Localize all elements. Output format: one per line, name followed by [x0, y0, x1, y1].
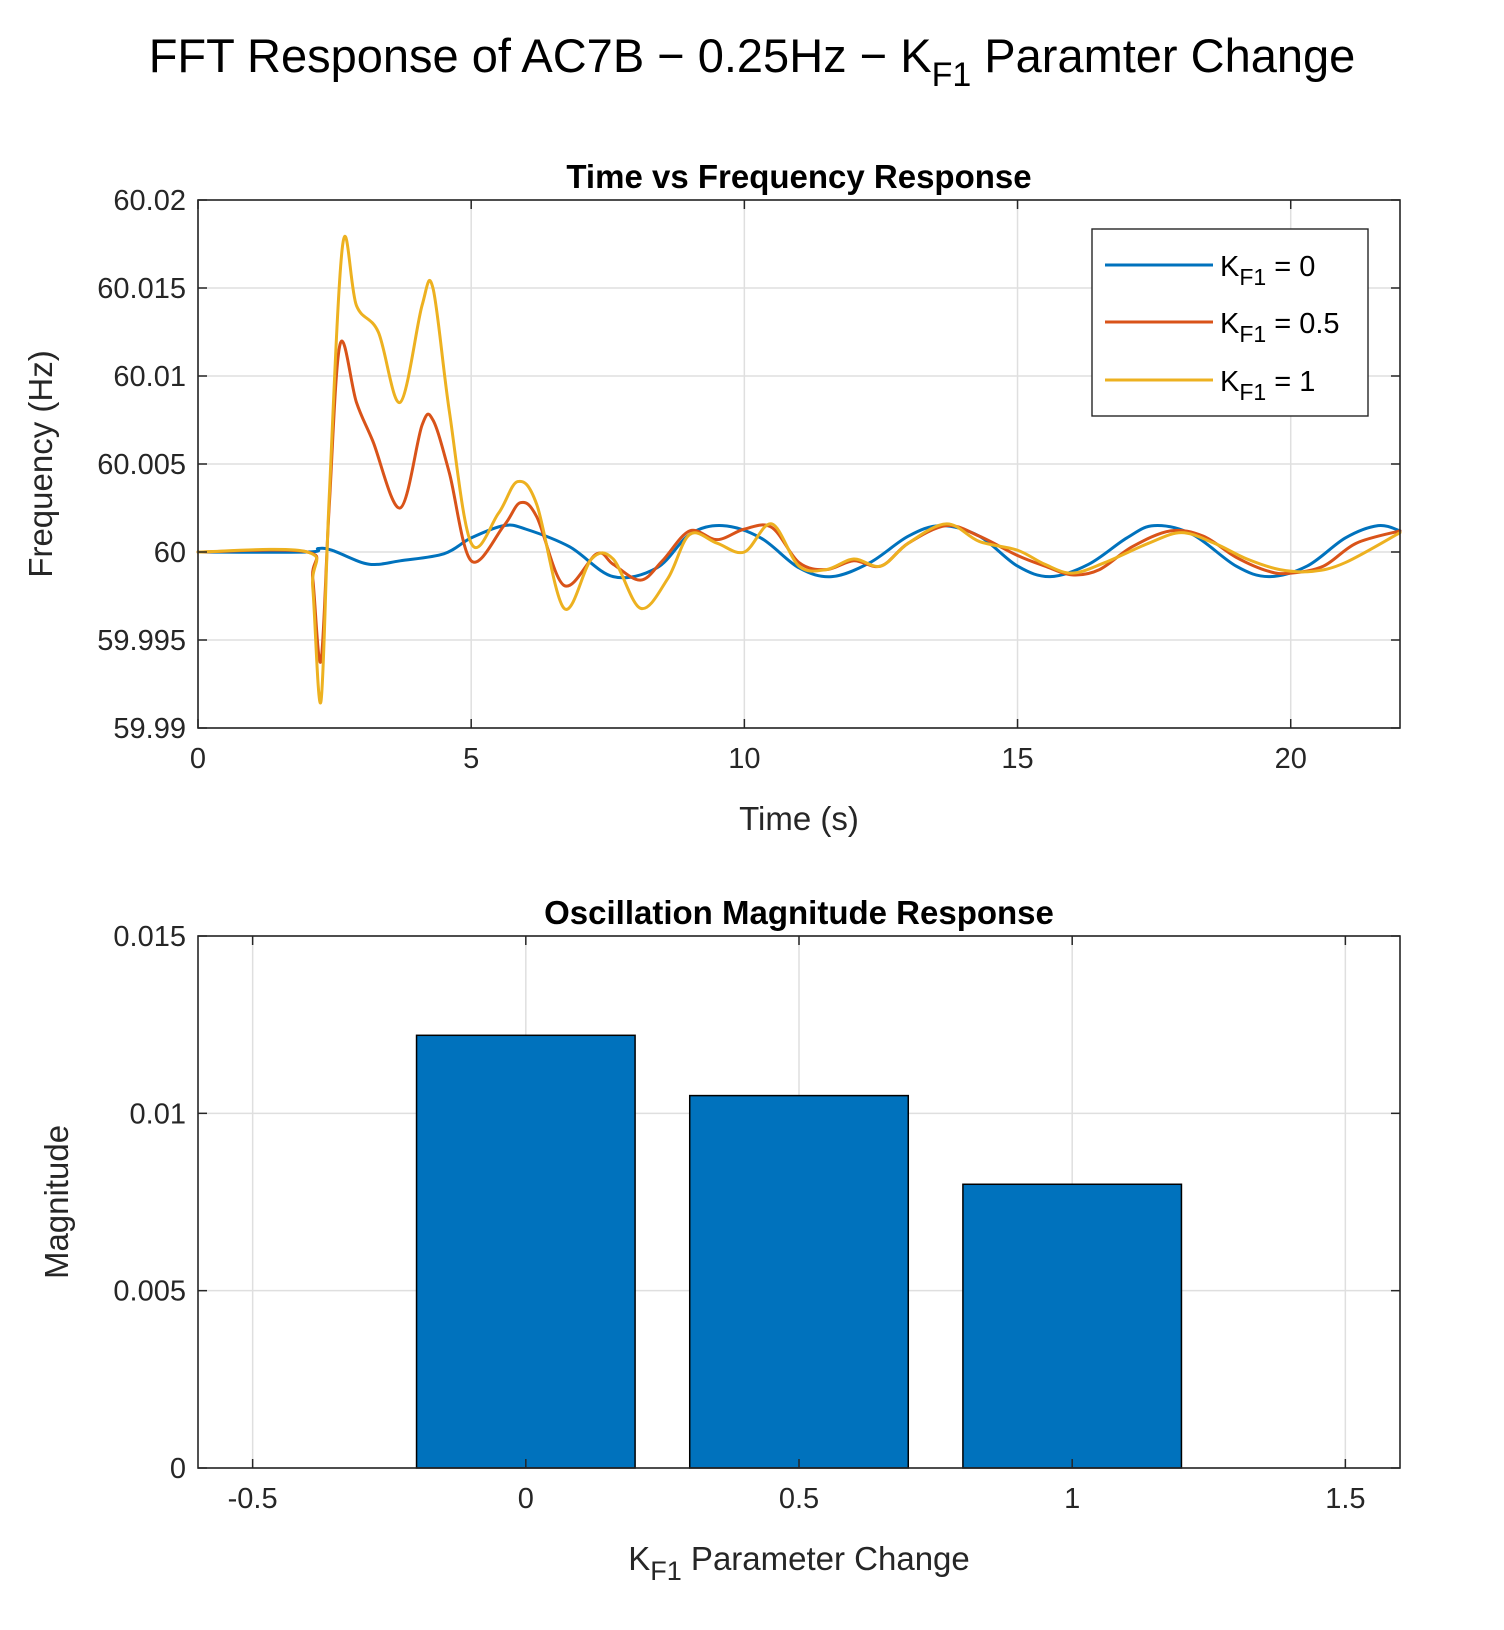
line-chart-x-label: Time (s) [739, 800, 859, 837]
line-chart-series [196, 234, 1402, 705]
x-tick-label: 20 [1275, 743, 1307, 775]
bar-chart-x-ticks: -0.5 0 0.5 1 1.5 [228, 936, 1366, 1515]
x-tick-label: 5 [463, 743, 479, 775]
line-chart-y-label: Frequency (Hz) [22, 350, 59, 577]
x-tick-label: 15 [1001, 743, 1033, 775]
legend-label: KF1 = 0 [1220, 251, 1315, 290]
x-tick-label: 1.5 [1325, 1483, 1365, 1515]
line-chart-title: Time vs Frequency Response [566, 158, 1031, 195]
x-tick-label: 1 [1064, 1483, 1080, 1515]
y-tick-label: 60 [154, 537, 186, 569]
line-chart-x-ticks: 0 5 10 15 20 [190, 200, 1307, 775]
y-tick-label: 59.995 [97, 625, 186, 657]
legend-item-kf1-1[interactable]: KF1 = 1 [1105, 366, 1315, 405]
y-tick-label: 59.99 [113, 713, 186, 745]
x-tick-label: 0 [190, 743, 206, 775]
magnitude-bar-chart: -0.5 0 0.5 1 1.5 0 0.005 0.01 0.015 Oscillation… [38, 894, 1401, 1586]
series-line-2 [196, 234, 1402, 705]
y-tick-label: 60.015 [97, 273, 186, 305]
bar-0 [415, 1034, 636, 1469]
y-tick-label: 0 [170, 1453, 186, 1485]
legend[interactable]: KF1 = 0 KF1 = 0.5 KF1 = 1 [1091, 228, 1369, 417]
y-tick-label: 0.015 [113, 921, 186, 953]
bar-chart-y-ticks: 0 0.005 0.01 0.015 [113, 921, 1400, 1485]
y-tick-label: 60.02 [113, 185, 186, 217]
y-tick-label: 0.01 [130, 1098, 186, 1130]
bar-chart-y-label: Magnitude [38, 1125, 75, 1279]
series-line-0 [196, 523, 1402, 580]
line-chart-y-ticks: 59.99 59.995 60 60.005 60.01 60.015 60.02 [97, 185, 1400, 745]
y-tick-label: 0.005 [113, 1276, 186, 1308]
x-tick-label: 0.5 [779, 1483, 819, 1515]
x-tick-label: -0.5 [228, 1483, 278, 1515]
time-frequency-chart: 0 5 10 15 20 59.99 59.995 60 60.005 60.01 60.015 6… [22, 158, 1402, 837]
legend-item-kf1-0[interactable]: KF1 = 0 [1105, 251, 1315, 290]
bar-chart-title: Oscillation Magnitude Response [544, 894, 1054, 931]
y-tick-label: 60.01 [113, 361, 186, 393]
bar-0-5 [688, 1094, 910, 1469]
legend-label: KF1 = 1 [1220, 366, 1315, 405]
legend-item-kf1-0.5[interactable]: KF1 = 0.5 [1105, 308, 1340, 347]
series-line-1 [196, 339, 1402, 664]
bar-chart-x-label: KF1 Parameter Change [628, 1540, 970, 1586]
x-tick-label: 10 [728, 743, 760, 775]
bar-1 [962, 1183, 1183, 1469]
legend-label: KF1 = 0.5 [1220, 308, 1340, 347]
y-tick-label: 60.005 [97, 449, 186, 481]
figure-title: FFT Response of AC7B − 0.25Hz − KF1 Para… [149, 29, 1356, 94]
x-tick-label: 0 [518, 1483, 534, 1515]
